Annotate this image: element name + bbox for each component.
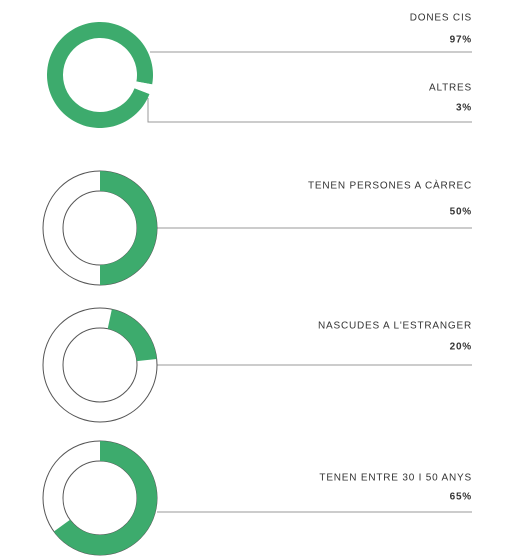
donut-slice	[47, 22, 153, 129]
leader-line	[147, 98, 472, 123]
slice-label: TENEN ENTRE 30 I 50 ANYS	[319, 473, 472, 484]
slice-label: ALTRES	[429, 83, 472, 94]
slice-value: 50%	[450, 207, 472, 218]
slice-value: 3%	[456, 103, 472, 114]
donut-slice	[134, 81, 153, 94]
ring-inner	[62, 190, 138, 266]
slice-value: 97%	[450, 35, 472, 46]
slice-value: 65%	[450, 492, 472, 503]
donut-slice	[100, 171, 157, 285]
donut-slice	[107, 309, 157, 362]
slice-label: DONES CIS	[410, 13, 472, 24]
slice-label: TENEN PERSONES A CÀRREC	[308, 179, 472, 192]
slice-label: NASCUDES A L'ESTRANGER	[318, 321, 472, 332]
donut-slice	[53, 441, 157, 555]
ring-inner	[62, 460, 138, 536]
slice-value: 20%	[450, 342, 472, 353]
ring-inner	[62, 327, 138, 403]
